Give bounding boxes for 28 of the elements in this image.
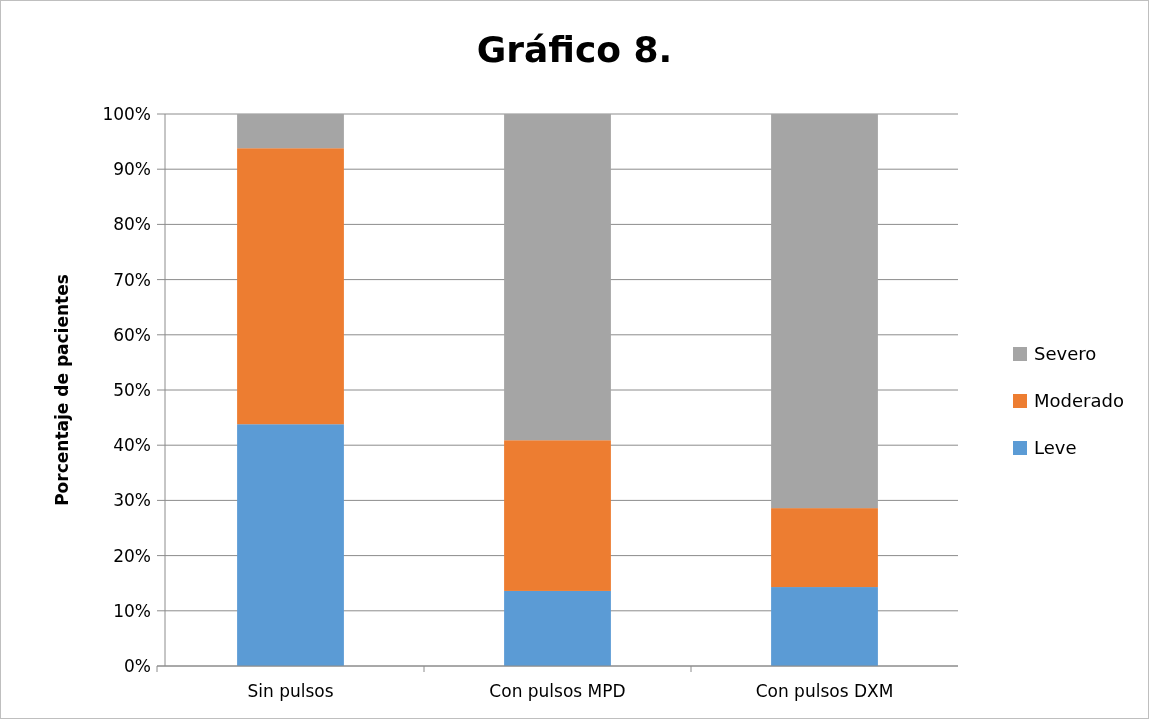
bar bbox=[237, 148, 344, 425]
bar bbox=[237, 114, 344, 149]
y-tick-label: 90% bbox=[113, 159, 151, 180]
y-tick-label: 10% bbox=[113, 600, 151, 621]
legend-label: Severo bbox=[1034, 343, 1097, 365]
bar bbox=[771, 114, 878, 509]
bar bbox=[771, 508, 878, 588]
legend-label: Leve bbox=[1034, 437, 1077, 459]
y-tick-label: 100% bbox=[102, 103, 151, 124]
x-tick-label: Con pulsos MPD bbox=[489, 681, 626, 701]
bar bbox=[504, 114, 611, 441]
bar bbox=[504, 590, 611, 666]
chart-title: Gráfico 8. bbox=[476, 29, 673, 70]
y-tick-label: 50% bbox=[113, 379, 151, 400]
y-tick-label: 60% bbox=[113, 324, 151, 345]
x-tick-label: Con pulsos DXM bbox=[755, 681, 894, 701]
y-tick-label: 80% bbox=[113, 214, 151, 235]
bar bbox=[771, 587, 878, 666]
y-tick-label: 0% bbox=[124, 655, 151, 676]
bar bbox=[504, 440, 611, 591]
bar bbox=[237, 424, 344, 666]
y-tick-label: 30% bbox=[113, 490, 151, 511]
y-tick-label: 20% bbox=[113, 545, 151, 566]
y-axis-title: Porcentaje de pacientes bbox=[52, 274, 72, 506]
y-tick-label: 40% bbox=[113, 435, 151, 456]
x-tick-label: Sin pulsos bbox=[247, 681, 334, 701]
legend-label: Moderado bbox=[1034, 390, 1124, 412]
y-tick-label: 70% bbox=[113, 269, 151, 290]
